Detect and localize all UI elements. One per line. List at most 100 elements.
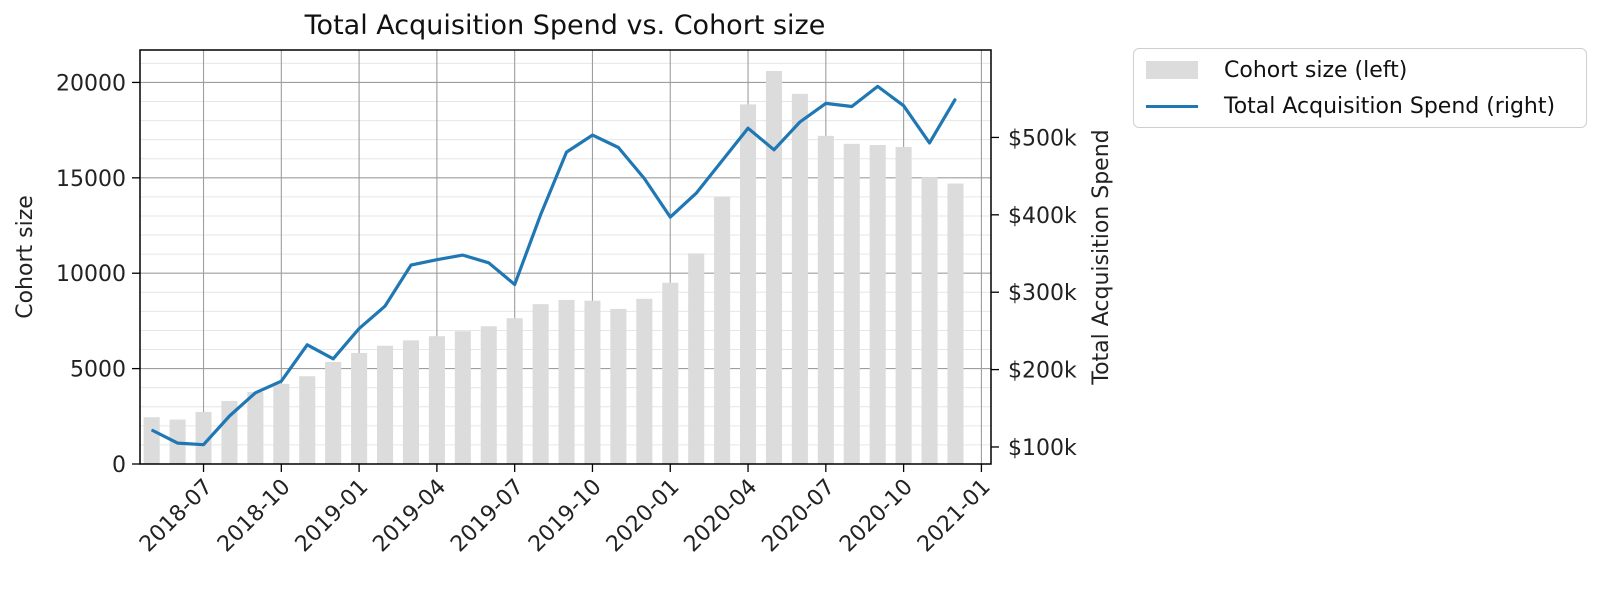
legend-swatch-bar — [1146, 61, 1198, 79]
line-point — [436, 259, 438, 261]
line-point — [954, 98, 956, 100]
line-point — [773, 149, 775, 151]
x-tick-label: 2018-07 — [135, 475, 218, 558]
line-point — [358, 328, 360, 330]
line-point — [799, 121, 801, 123]
line-point — [203, 444, 205, 446]
y-tick-label-right: $400k — [1008, 204, 1077, 229]
bar — [636, 298, 653, 464]
x-tick-label: 2020-07 — [757, 475, 840, 558]
line-point — [177, 442, 179, 444]
line-point — [617, 147, 619, 149]
bar — [662, 282, 679, 464]
line-point — [306, 344, 308, 346]
line-point — [721, 160, 723, 162]
x-tick-label: 2019-01 — [291, 475, 374, 558]
bar — [428, 336, 445, 464]
line-point — [825, 102, 827, 104]
legend-label: Cohort size (left) — [1224, 57, 1408, 83]
x-tick-label: 2018-10 — [213, 475, 296, 558]
y-tick-label: 15000 — [56, 167, 126, 192]
bar — [143, 417, 160, 464]
x-tick-label: 2020-04 — [680, 475, 763, 558]
bar — [247, 392, 264, 464]
line-point — [254, 392, 256, 394]
bar — [299, 376, 316, 464]
line-point — [151, 429, 153, 431]
line-point — [566, 151, 568, 153]
bar — [325, 361, 342, 464]
line-point — [695, 192, 697, 194]
bar — [402, 340, 419, 464]
line-point — [591, 134, 593, 136]
bar — [558, 299, 575, 464]
legend-label: Total Acquisition Spend (right) — [1224, 93, 1556, 119]
y-tick-label-right: $100k — [1008, 436, 1077, 461]
y-tick-label-right: $300k — [1008, 281, 1077, 306]
legend-item-acquisition-spend: Total Acquisition Spend (right) — [1146, 91, 1555, 121]
y-axis-title-right: Total Acquisition Spend — [1089, 129, 1114, 385]
bar — [273, 383, 290, 464]
line-point — [851, 105, 853, 107]
line-point — [384, 305, 386, 307]
legend-item-cohort-size: Cohort size (left) — [1146, 55, 1407, 85]
line-point — [877, 85, 879, 87]
bar — [688, 253, 705, 464]
bar — [895, 146, 912, 464]
bar — [221, 401, 238, 464]
y-axis-title-left: Cohort size — [13, 195, 38, 319]
bar — [480, 326, 497, 464]
bar — [610, 308, 627, 464]
bar — [765, 70, 783, 464]
bar — [506, 318, 523, 464]
bar — [869, 145, 886, 464]
bar — [843, 143, 860, 465]
y-tick-label-right: $200k — [1008, 359, 1077, 384]
x-tick-label: 2020-01 — [602, 475, 685, 558]
line-point — [488, 262, 490, 264]
line-point — [514, 283, 516, 285]
y-tick-label: 10000 — [56, 262, 126, 287]
legend-swatch-line — [1146, 104, 1198, 108]
bar — [817, 135, 834, 464]
left-axis: 0 5000 10000 15000 20000 — [56, 71, 140, 478]
bar-series — [143, 70, 964, 465]
line-point — [280, 380, 282, 382]
bar — [791, 93, 808, 464]
line-point — [332, 358, 334, 360]
line-point — [540, 214, 542, 216]
bar — [584, 300, 601, 464]
line-point — [929, 142, 931, 144]
x-tick-label: 2019-10 — [524, 475, 607, 558]
x-tick-label: 2020-10 — [835, 475, 918, 558]
plot-frame — [139, 49, 992, 465]
y-tick-label-right: $500k — [1008, 126, 1077, 151]
y-tick-label: 5000 — [70, 358, 126, 383]
bar — [921, 177, 938, 465]
x-tick-label: 2019-04 — [368, 475, 451, 558]
line-point — [747, 127, 749, 129]
bar — [376, 345, 394, 464]
right-axis: $100k $200k $300k $400k $500k — [991, 126, 1077, 461]
line-point — [669, 216, 671, 218]
bar — [351, 352, 368, 464]
line-series — [150, 84, 957, 447]
x-tick-label: 2019-07 — [446, 475, 529, 558]
line-point — [410, 264, 412, 266]
bar — [454, 331, 471, 464]
bar — [714, 196, 731, 464]
line-point — [228, 415, 230, 417]
y-tick-label: 0 — [112, 453, 126, 478]
spend-line — [150, 84, 957, 447]
line-point — [462, 254, 464, 256]
line-point — [903, 105, 905, 107]
legend: Cohort size (left) Total Acquisition Spe… — [1133, 48, 1587, 128]
chart-title: Total Acquisition Spend vs. Cohort size — [304, 10, 826, 41]
bar — [947, 183, 964, 464]
y-tick-label: 20000 — [56, 71, 126, 96]
x-axis: 2018-072018-102019-012019-042019-072019-… — [135, 464, 996, 557]
bar — [740, 104, 757, 465]
line-point — [643, 177, 645, 179]
bar — [195, 411, 212, 464]
